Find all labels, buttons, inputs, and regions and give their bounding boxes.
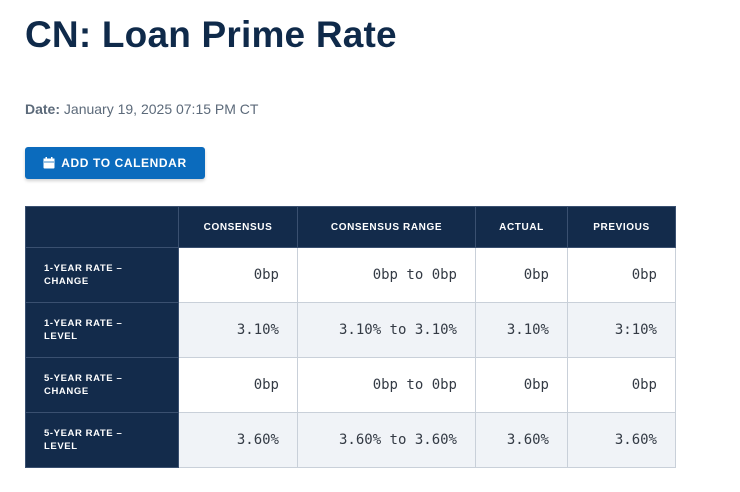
cell-previous: 0bp xyxy=(567,357,676,413)
cell-consensus: 3.10% xyxy=(178,302,298,358)
cell-previous: 0bp xyxy=(567,247,676,303)
row-label-line: 5-YEAR RATE – xyxy=(44,428,123,439)
row-label-line: 1-YEAR RATE – xyxy=(44,318,123,329)
table-row: 5-YEAR RATE – CHANGE 0bp 0bp to 0bp 0bp … xyxy=(25,357,676,413)
header-consensus: CONSENSUS xyxy=(178,206,298,248)
row-label-line: 1-YEAR RATE – xyxy=(44,263,123,274)
table-header-row: CONSENSUS CONSENSUS RANGE ACTUAL PREVIOU… xyxy=(25,206,676,248)
header-consensus-range: CONSENSUS RANGE xyxy=(297,206,476,248)
table-row: 1-YEAR RATE – LEVEL 3.10% 3.10% to 3.10%… xyxy=(25,302,676,358)
rates-table: CONSENSUS CONSENSUS RANGE ACTUAL PREVIOU… xyxy=(25,206,676,468)
row-label-line: CHANGE xyxy=(44,386,89,397)
cell-actual: 3.60% xyxy=(475,412,568,468)
row-label: 5-YEAR RATE – CHANGE xyxy=(25,357,179,413)
row-label-line: CHANGE xyxy=(44,276,89,287)
event-date: Date: January 19, 2025 07:15 PM CT xyxy=(25,101,258,117)
table-row: 1-YEAR RATE – CHANGE 0bp 0bp to 0bp 0bp … xyxy=(25,247,676,303)
cell-previous: 3.60% xyxy=(567,412,676,468)
cell-consensus-range: 0bp to 0bp xyxy=(297,357,476,413)
add-to-calendar-label: ADD TO CALENDAR xyxy=(61,156,187,170)
cell-consensus: 3.60% xyxy=(178,412,298,468)
row-label: 1-YEAR RATE – LEVEL xyxy=(25,302,179,358)
cell-consensus-range: 3.10% to 3.10% xyxy=(297,302,476,358)
cell-actual: 0bp xyxy=(475,247,568,303)
cell-previous: 3:10% xyxy=(567,302,676,358)
row-label-line: LEVEL xyxy=(44,331,78,342)
cell-actual: 0bp xyxy=(475,357,568,413)
table-row: 5-YEAR RATE – LEVEL 3.60% 3.60% to 3.60%… xyxy=(25,412,676,468)
cell-actual: 3.10% xyxy=(475,302,568,358)
add-to-calendar-button[interactable]: ADD TO CALENDAR xyxy=(25,147,205,179)
header-actual: ACTUAL xyxy=(475,206,568,248)
date-value: January 19, 2025 07:15 PM CT xyxy=(63,101,259,117)
cell-consensus: 0bp xyxy=(178,247,298,303)
date-label: Date: xyxy=(25,101,61,117)
page-title: CN: Loan Prime Rate xyxy=(25,14,397,55)
cell-consensus-range: 0bp to 0bp xyxy=(297,247,476,303)
row-label: 5-YEAR RATE – LEVEL xyxy=(25,412,179,468)
cell-consensus-range: 3.60% to 3.60% xyxy=(297,412,476,468)
row-label-line: LEVEL xyxy=(44,441,78,452)
row-label: 1-YEAR RATE – CHANGE xyxy=(25,247,179,303)
row-label-line: 5-YEAR RATE – xyxy=(44,373,123,384)
cell-consensus: 0bp xyxy=(178,357,298,413)
calendar-icon xyxy=(43,157,55,169)
header-empty xyxy=(25,206,179,248)
header-previous: PREVIOUS xyxy=(567,206,676,248)
